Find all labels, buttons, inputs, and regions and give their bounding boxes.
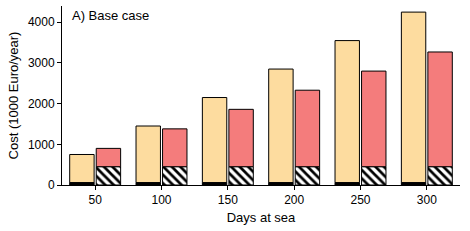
svg-text:250: 250 [350,193,370,207]
svg-text:3000: 3000 [28,56,55,70]
svg-text:2000: 2000 [28,97,55,111]
svg-text:100: 100 [151,193,171,207]
svg-text:Cost (1000 Euro/year): Cost (1000 Euro/year) [6,32,21,160]
svg-text:200: 200 [284,193,304,207]
svg-text:A) Base case: A) Base case [72,8,149,23]
svg-text:1000: 1000 [28,138,55,152]
svg-text:Days at sea: Days at sea [227,210,296,225]
svg-text:300: 300 [417,193,437,207]
svg-text:4000: 4000 [28,15,55,29]
svg-text:0: 0 [48,178,55,192]
svg-text:150: 150 [218,193,238,207]
svg-text:50: 50 [88,193,102,207]
